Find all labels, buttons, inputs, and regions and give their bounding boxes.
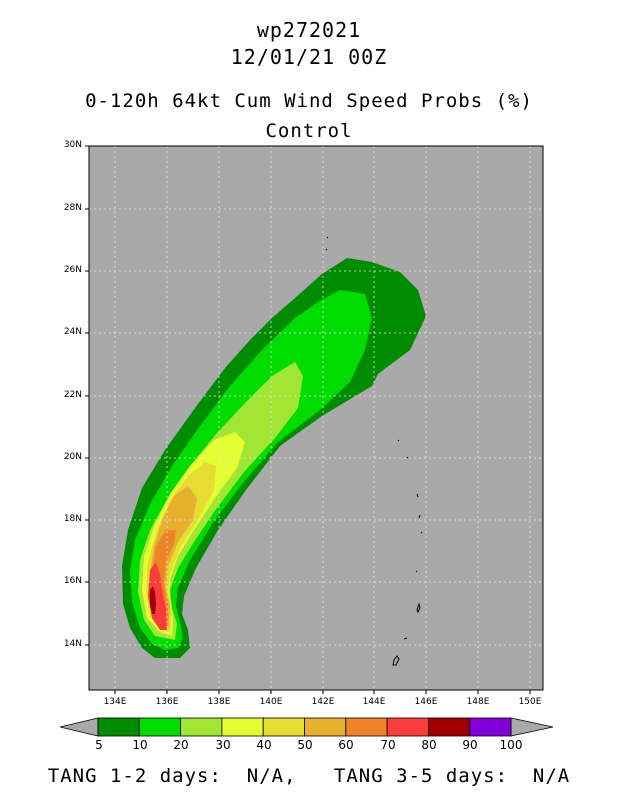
lat-label: 20N: [63, 452, 82, 462]
colorbar-label: 100: [499, 738, 523, 752]
lat-label: 22N: [63, 390, 82, 400]
colorbar-label: 10: [132, 738, 148, 752]
product-title: 0-120h 64kt Cum Wind Speed Probs (%): [85, 90, 533, 112]
lon-label: 144E: [362, 697, 386, 707]
map-frame: [88, 145, 544, 691]
lat-label: 18N: [63, 514, 82, 524]
colorbar-segment: [262, 717, 305, 737]
colorbar-label: 60: [338, 738, 354, 752]
colorbar-label: 5: [95, 738, 103, 752]
lat-label: 30N: [63, 140, 82, 150]
lon-label: 150E: [518, 697, 542, 707]
colorbar-left-arrow: [59, 717, 99, 737]
colorbar-segment: [427, 717, 471, 737]
colorbar-segment: [345, 717, 388, 737]
island-outlines: [304, 236, 423, 666]
colorbar-label: 20: [173, 738, 189, 752]
lon-label: 138E: [207, 697, 231, 707]
lon-label: 136E: [155, 697, 179, 707]
lat-label: 16N: [63, 576, 82, 586]
lat-label: 24N: [63, 327, 82, 337]
colorbar-segment: [304, 717, 347, 737]
lon-label: 142E: [311, 697, 335, 707]
axis-ticks: [85, 145, 531, 694]
lat-label: 14N: [63, 639, 82, 649]
colorbar-right-arrow: [510, 717, 554, 737]
contour-80pct: [150, 586, 156, 614]
colorbar: [59, 717, 554, 737]
tang-footer: TANG 1-2 days: N/A, TANG 3-5 days: N/A: [47, 765, 571, 787]
colorbar-segment: [97, 717, 140, 737]
lon-label: 140E: [259, 697, 283, 707]
colorbar-segment: [386, 717, 429, 737]
contour-10pct: [130, 290, 372, 650]
lat-lon-grid: [89, 146, 543, 690]
contour-20pct: [138, 362, 303, 640]
colorbar-label: 40: [256, 738, 272, 752]
colorbar-segment: [180, 717, 223, 737]
colorbar-label: 90: [462, 738, 478, 752]
colorbar-label: 80: [421, 738, 437, 752]
colorbar-segment: [138, 717, 182, 737]
lon-label: 146E: [414, 697, 438, 707]
colorbar-segment: [221, 717, 264, 737]
lat-label: 26N: [63, 265, 82, 275]
datetime-title: 12/01/21 00Z: [230, 45, 388, 69]
storm-id-title: wp272021: [256, 18, 362, 42]
lat-label: 28N: [63, 203, 82, 213]
colorbar-segment: [469, 717, 512, 737]
lon-label: 148E: [466, 697, 490, 707]
lon-label: 134E: [103, 697, 127, 707]
member-title: Control: [265, 120, 353, 142]
colorbar-label: 50: [297, 738, 313, 752]
colorbar-label: 30: [215, 738, 231, 752]
colorbar-label: 70: [380, 738, 396, 752]
